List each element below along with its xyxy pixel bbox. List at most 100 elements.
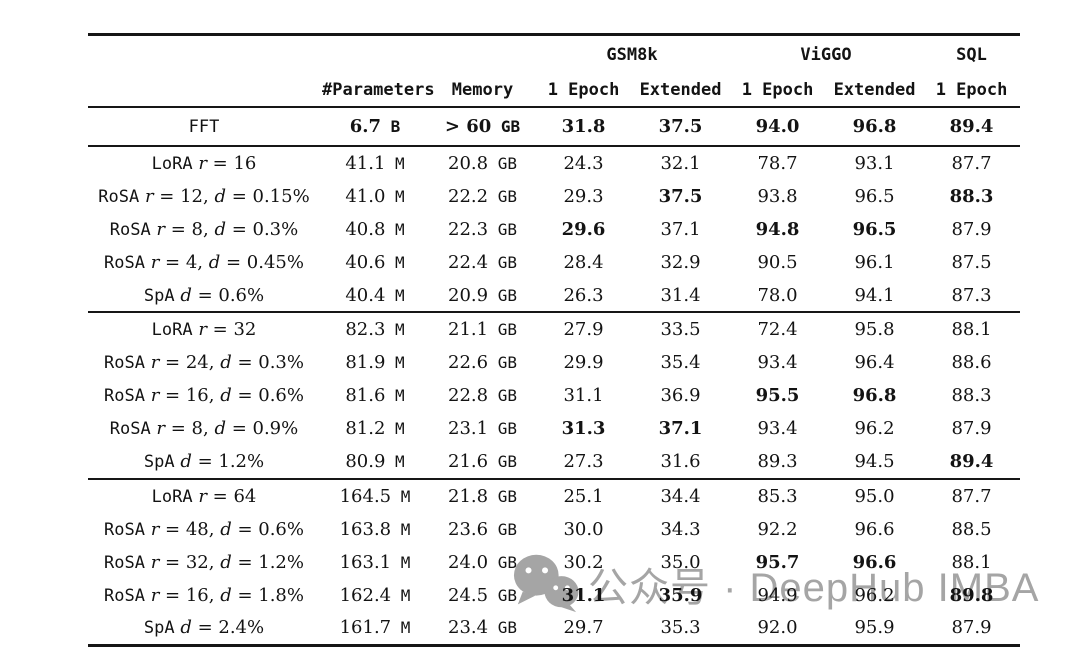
method-cell: LoRA r = 64 — [88, 479, 320, 513]
col-header-method — [88, 73, 320, 108]
params-cell: 6.7 B — [349, 116, 401, 137]
score-cell: 37.5 — [658, 185, 703, 207]
score-cell: 29.7 — [563, 617, 604, 639]
group-header-blank — [88, 35, 535, 74]
method-cell: FFT — [88, 107, 320, 146]
memory-cell: 20.8 GB — [448, 152, 517, 174]
score-cell: 87.7 — [951, 485, 992, 507]
score-cell: 34.4 — [660, 485, 701, 507]
score-cell: 78.0 — [757, 284, 798, 306]
score-cell: 30.2 — [563, 551, 604, 573]
score-cell: 93.1 — [854, 152, 895, 174]
method-cell: RoSA r = 48, d = 0.6% — [88, 513, 320, 546]
table-row: RoSA r = 16, d = 1.8% 162.4 M 24.5 GB 31.1 3… — [88, 579, 1020, 612]
method-group-section: LoRA r = 32 82.3 M 21.1 GB 27.9 33.5 72.4 95.8… — [88, 312, 1021, 479]
method-spec: r = 32 — [198, 319, 257, 341]
score-cell: 93.8 — [757, 185, 798, 207]
method-name: RoSA — [109, 419, 151, 440]
table-row: RoSA r = 8, d = 0.3% 40.8 M 22.3 GB 29.6 37.… — [88, 213, 1020, 246]
memory-cell: 22.4 GB — [448, 251, 517, 273]
score-cell: 88.1 — [951, 319, 992, 341]
params-cell: 80.9 M — [345, 450, 405, 472]
params-cell: 40.8 M — [345, 218, 405, 240]
params-cell: 40.4 M — [345, 284, 405, 306]
score-cell: 28.4 — [563, 251, 604, 273]
memory-cell: 21.1 GB — [448, 319, 517, 341]
method-name: RoSA — [104, 386, 145, 407]
memory-cell: 21.6 GB — [448, 450, 517, 472]
method-name: RoSA — [104, 252, 145, 273]
score-cell: 37.5 — [658, 116, 703, 137]
method-cell: RoSA r = 24, d = 0.3% — [88, 346, 320, 379]
score-cell: 30.0 — [563, 518, 604, 540]
method-cell: LoRA r = 32 — [88, 312, 320, 346]
method-spec: r = 16 — [198, 152, 257, 174]
score-cell: 35.9 — [658, 584, 703, 606]
table-row: LoRA r = 64 164.5 M 21.8 GB 25.1 34.4 85.3 95.… — [88, 479, 1020, 513]
method-name: RoSA — [98, 186, 140, 207]
score-cell: 95.8 — [854, 319, 895, 341]
score-cell: 35.4 — [660, 352, 701, 374]
score-cell: 32.9 — [660, 251, 701, 273]
score-cell: 27.9 — [563, 319, 604, 341]
table-row: LoRA r = 32 82.3 M 21.1 GB 27.9 33.5 72.4 95.8… — [88, 312, 1020, 346]
score-cell: 89.3 — [757, 450, 798, 472]
table-row: RoSA r = 24, d = 0.3% 81.9 M 22.6 GB 29.9 35… — [88, 346, 1020, 379]
method-spec: r = 48, d = 0.6% — [150, 518, 304, 540]
score-cell: 78.7 — [757, 152, 798, 174]
method-cell: RoSA r = 8, d = 0.9% — [88, 412, 320, 445]
memory-cell: 24.0 GB — [448, 551, 517, 573]
score-cell: 35.3 — [660, 617, 701, 639]
method-cell: RoSA r = 8, d = 0.3% — [88, 213, 320, 246]
score-cell: 31.3 — [561, 418, 606, 440]
params-cell: 81.9 M — [345, 352, 405, 374]
method-cell: RoSA r = 16, d = 1.8% — [88, 579, 320, 612]
score-cell: 94.8 — [755, 218, 800, 240]
score-cell: 95.7 — [755, 551, 800, 573]
memory-cell: 22.8 GB — [448, 385, 517, 407]
col-header-memory: Memory — [430, 73, 536, 108]
method-group-section: LoRA r = 64 164.5 M 21.8 GB 25.1 34.4 85.3 95.… — [88, 479, 1020, 646]
table-row: RoSA r = 4, d = 0.45% 40.6 M 22.4 GB 28.4 32… — [88, 246, 1020, 279]
score-cell: 85.3 — [757, 485, 798, 507]
score-cell: 31.8 — [561, 116, 606, 137]
method-spec: d = 1.2% — [180, 450, 265, 472]
params-cell: 163.1 M — [339, 551, 411, 573]
params-cell: 40.6 M — [345, 251, 405, 273]
score-cell: 24.3 — [563, 152, 604, 174]
method-spec: r = 64 — [198, 485, 257, 507]
col-header-viggo-extended: Extended — [826, 73, 924, 108]
params-cell: 163.8 M — [339, 518, 411, 540]
score-cell: 88.6 — [951, 352, 992, 374]
score-cell: 93.4 — [757, 352, 798, 374]
score-cell: 32.1 — [660, 152, 701, 174]
score-cell: 94.5 — [854, 450, 895, 472]
score-cell: 94.1 — [854, 284, 895, 306]
method-name: RoSA — [104, 519, 145, 540]
score-cell: 93.4 — [757, 418, 798, 440]
table-row: SpA d = 0.6% 40.4 M 20.9 GB 26.3 31.4 78.0 94.… — [88, 279, 1020, 313]
score-cell: 95.9 — [854, 617, 895, 639]
score-cell: 96.8 — [852, 385, 897, 407]
score-cell: 26.3 — [563, 284, 604, 306]
memory-cell: 23.4 GB — [448, 617, 517, 639]
method-name: SpA — [143, 451, 175, 472]
col-header-viggo-1epoch: 1 Epoch — [729, 73, 827, 108]
group-header-viggo: ViGGO — [800, 44, 852, 65]
score-cell: 87.7 — [951, 152, 992, 174]
score-cell: 31.4 — [660, 284, 701, 306]
score-cell: 31.1 — [563, 385, 604, 407]
table-row: SpA d = 1.2% 80.9 M 21.6 GB 27.3 31.6 89.3 94.… — [88, 445, 1020, 479]
table-row: RoSA r = 12, d = 0.15% 41.0 M 22.2 GB 29.3 3… — [88, 180, 1020, 213]
score-cell: 94.9 — [757, 584, 798, 606]
table-row: RoSA r = 48, d = 0.6% 163.8 M 23.6 GB 30.0 3… — [88, 513, 1020, 546]
method-spec: r = 12, d = 0.15% — [144, 185, 310, 207]
method-spec: r = 32, d = 1.2% — [150, 551, 304, 573]
method-cell: RoSA r = 4, d = 0.45% — [88, 246, 320, 279]
table-row: SpA d = 2.4% 161.7 M 23.4 GB 29.7 35.3 92.0 95… — [88, 611, 1020, 645]
score-cell: 88.1 — [951, 551, 992, 573]
score-cell: 87.3 — [951, 284, 992, 306]
group-header-gsm8k: GSM8k — [606, 44, 658, 65]
table-row: FFT 6.7 B > 60 GB 31.8 37.5 94.0 96.8 89.4 — [88, 107, 1020, 146]
score-cell: 87.9 — [951, 418, 992, 440]
